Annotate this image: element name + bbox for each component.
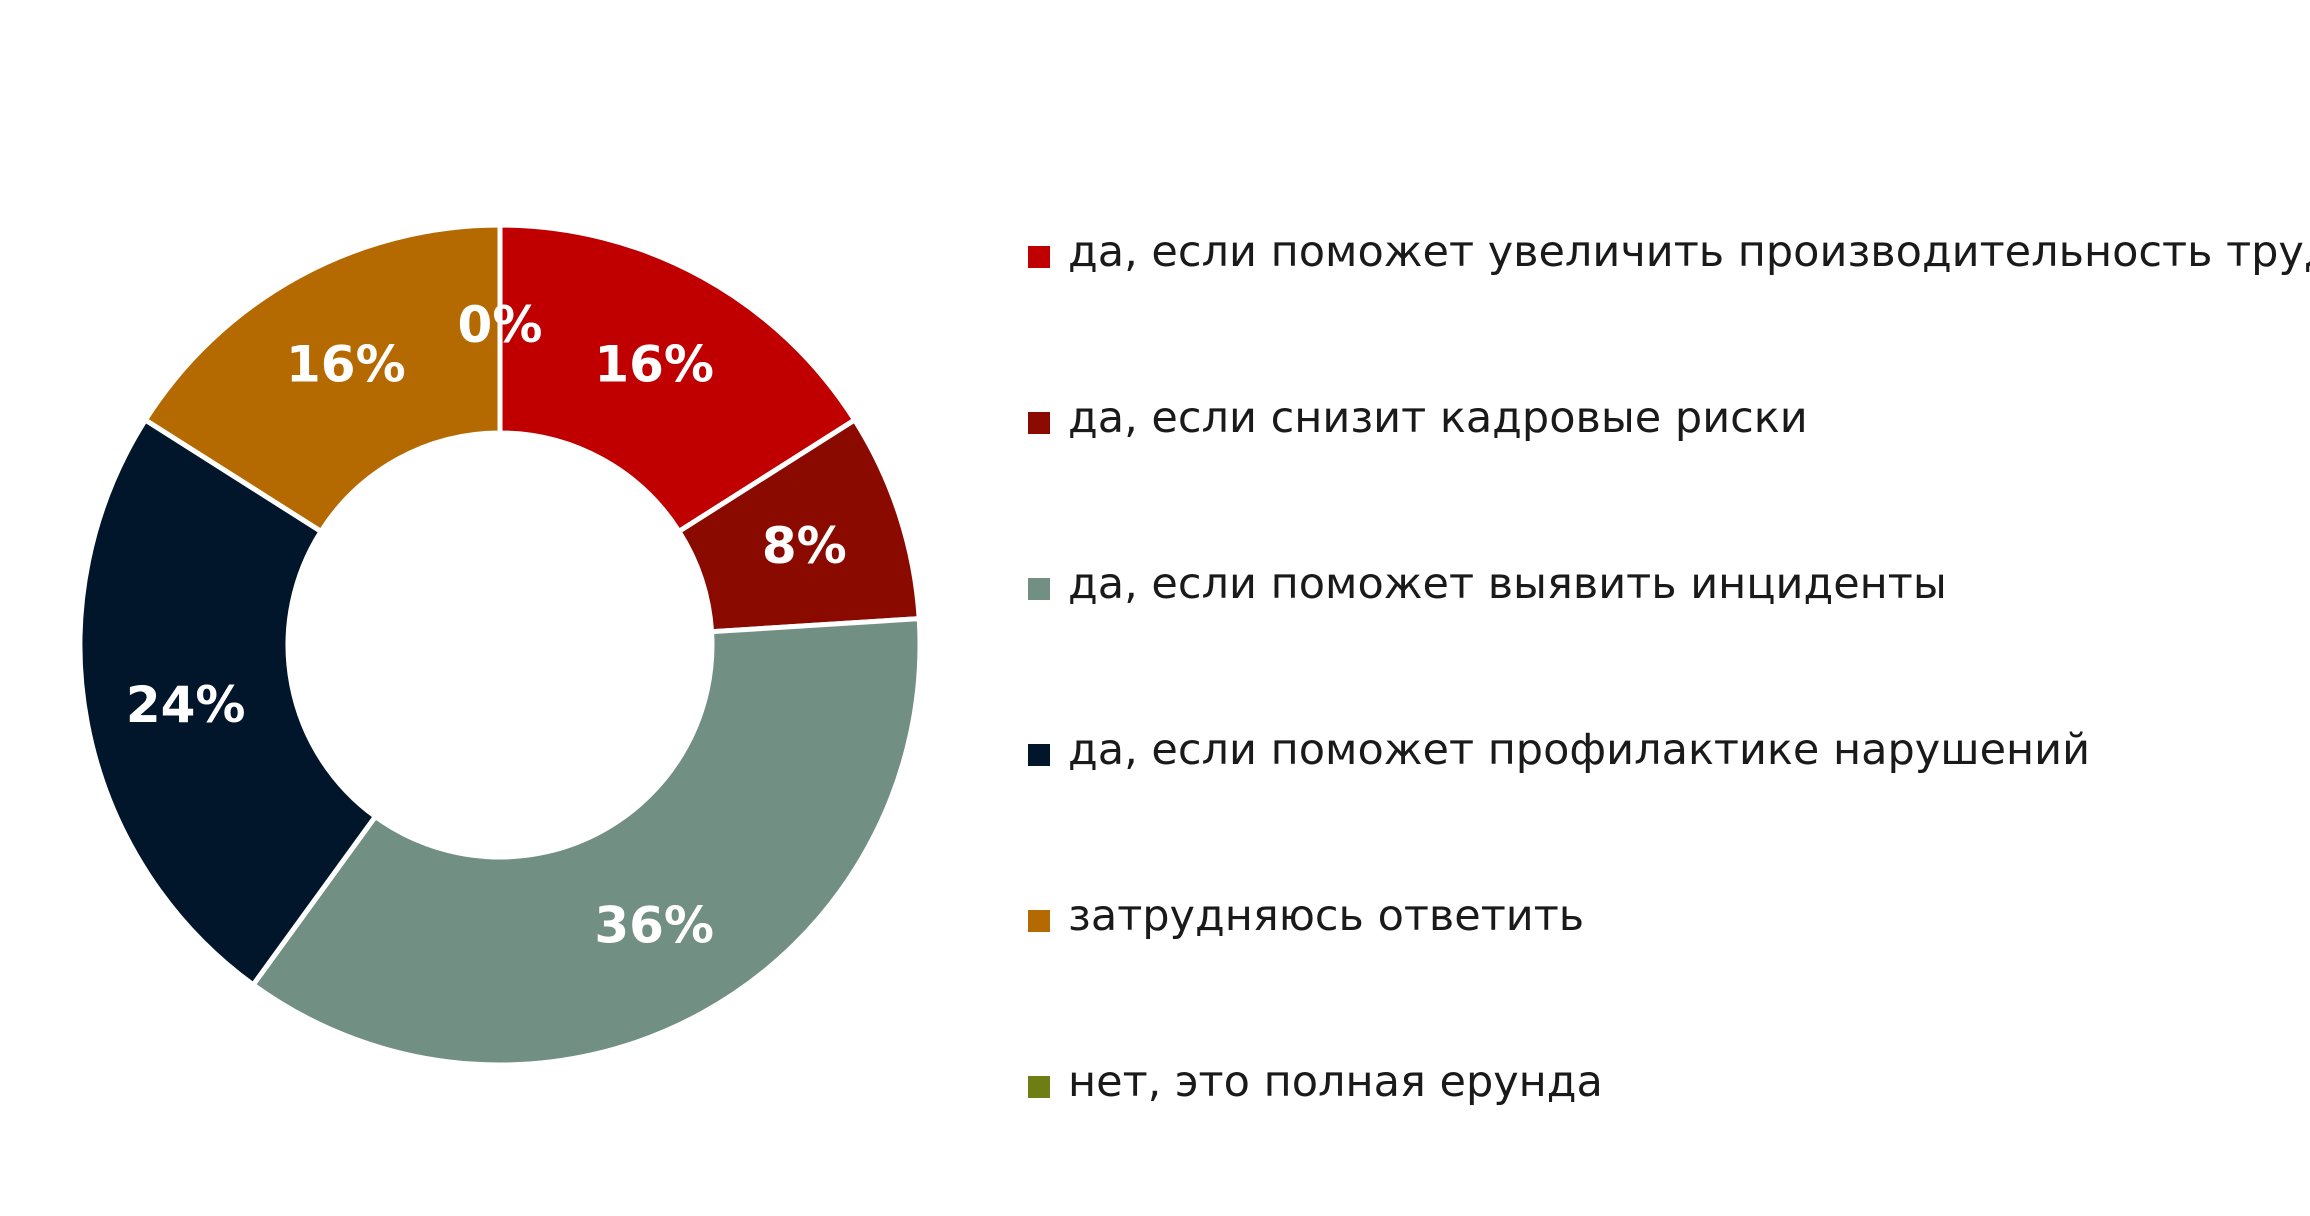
legend-swatch	[1028, 1076, 1050, 1098]
donut-slice-3	[249, 615, 923, 1068]
legend-label: да, если поможет профилактике нарушений	[1068, 725, 2091, 775]
donut-plot: 16% 8% 36% 24% 16% 0%	[77, 222, 923, 1068]
legend-label: затрудняюсь ответить	[1068, 891, 1585, 941]
donut-chart: 16% 8% 36% 24% 16% 0% да, если поможет увелич…	[77, 222, 2310, 1107]
slice-data-label-1: 16%	[594, 336, 714, 394]
slice-data-label-4: 24%	[126, 676, 246, 734]
legend-label: нет, это полная ерунда	[1068, 1057, 1603, 1107]
legend-item-2: да, если снизит кадровые риски	[1028, 386, 2298, 552]
legend-item-3: да, если поможет выявить инциденты	[1028, 552, 2298, 718]
legend: да, если поможет увеличить производитель…	[1028, 220, 2310, 1216]
legend-swatch	[1028, 910, 1050, 932]
donut-slice-4	[77, 416, 379, 989]
legend-label: да, если поможет увеличить производитель…	[1068, 227, 2310, 277]
legend-label: да, если поможет выявить инциденты	[1068, 559, 1947, 609]
legend-swatch	[1028, 578, 1050, 600]
slice-data-label-6: 0%	[458, 296, 543, 354]
donut-slice-1	[497, 222, 859, 535]
slice-data-label-2: 8%	[762, 517, 847, 575]
legend-item-4: да, если поможет профилактике нарушений	[1028, 718, 2298, 884]
legend-swatch	[1028, 744, 1050, 766]
legend-item-5: затрудняюсь ответить	[1028, 884, 2298, 1050]
donut-slice-5	[141, 222, 503, 535]
legend-item-6: нет, это полная ерунда	[1028, 1050, 2298, 1216]
legend-label: да, если снизит кадровые риски	[1068, 393, 1808, 443]
slice-data-label-5: 16%	[286, 336, 406, 394]
legend-swatch	[1028, 412, 1050, 434]
legend-item-1: да, если поможет увеличить производитель…	[1028, 220, 2310, 386]
legend-swatch	[1028, 246, 1050, 268]
slice-data-label-3: 36%	[594, 896, 714, 954]
